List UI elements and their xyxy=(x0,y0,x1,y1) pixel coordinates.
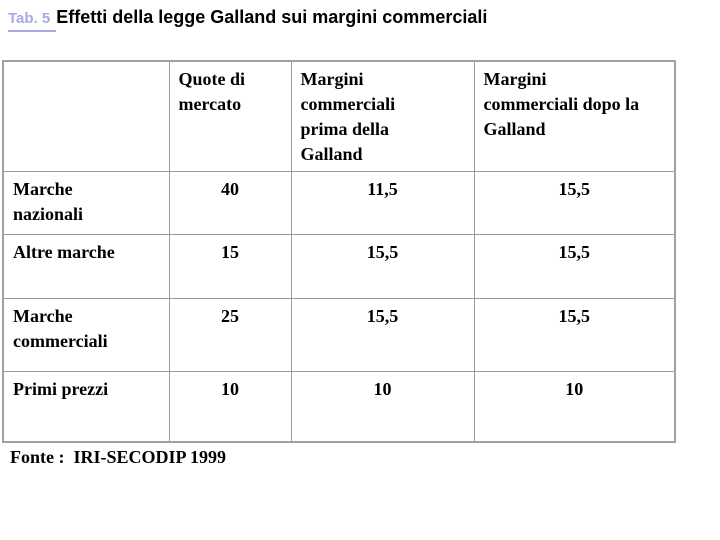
cell-value: 15,5 xyxy=(290,234,475,299)
table-row-altre-marche: Altre marche 15 15,5 15,5 xyxy=(2,234,676,299)
cell-value: 15 xyxy=(168,234,292,299)
column-header-margini-prima: Margini commerciali prima della Galland xyxy=(290,60,475,172)
cell-value: 15,5 xyxy=(290,298,475,372)
table-header-row: Quote di mercato Margini commerciali pri… xyxy=(2,60,676,172)
source-note: Fonte : IRI-SECODIP 1999 xyxy=(10,447,227,467)
cell-value: 10 xyxy=(290,371,475,442)
cell-value: 10 xyxy=(473,371,676,442)
cell-value: 15,5 xyxy=(473,234,676,299)
row-label: Altre marche xyxy=(2,234,170,299)
column-header-quote-di-mercato: Quote di mercato xyxy=(168,60,292,172)
galland-effects-table: Quote di mercato Margini commerciali pri… xyxy=(2,60,676,443)
table-reference-link[interactable]: Tab. 5 xyxy=(8,8,57,32)
page-title-text: Effetti della legge Galland sui margini … xyxy=(56,7,488,27)
row-label: Marche nazionali xyxy=(2,171,170,235)
cell-value: 11,5 xyxy=(290,171,475,235)
row-label: Marche commerciali xyxy=(2,298,170,372)
cell-value: 15,5 xyxy=(473,298,676,372)
column-header-empty xyxy=(2,60,170,172)
row-label: Primi prezzi xyxy=(2,371,170,442)
table-row-primi-prezzi: Primi prezzi 10 10 10 xyxy=(2,371,676,442)
column-header-margini-dopo: Margini commerciali dopo la Galland xyxy=(473,60,676,172)
cell-value: 15,5 xyxy=(473,171,676,235)
table-row-marche-nazionali: Marche nazionali 40 11,5 15,5 xyxy=(2,171,676,235)
table-row-marche-commerciali: Marche commerciali 25 15,5 15,5 xyxy=(2,298,676,372)
cell-value: 10 xyxy=(168,371,292,442)
cell-value: 25 xyxy=(168,298,292,372)
cell-value: 40 xyxy=(168,171,292,235)
page-title: Tab. 5 Effetti della legge Galland sui ma… xyxy=(8,6,487,32)
